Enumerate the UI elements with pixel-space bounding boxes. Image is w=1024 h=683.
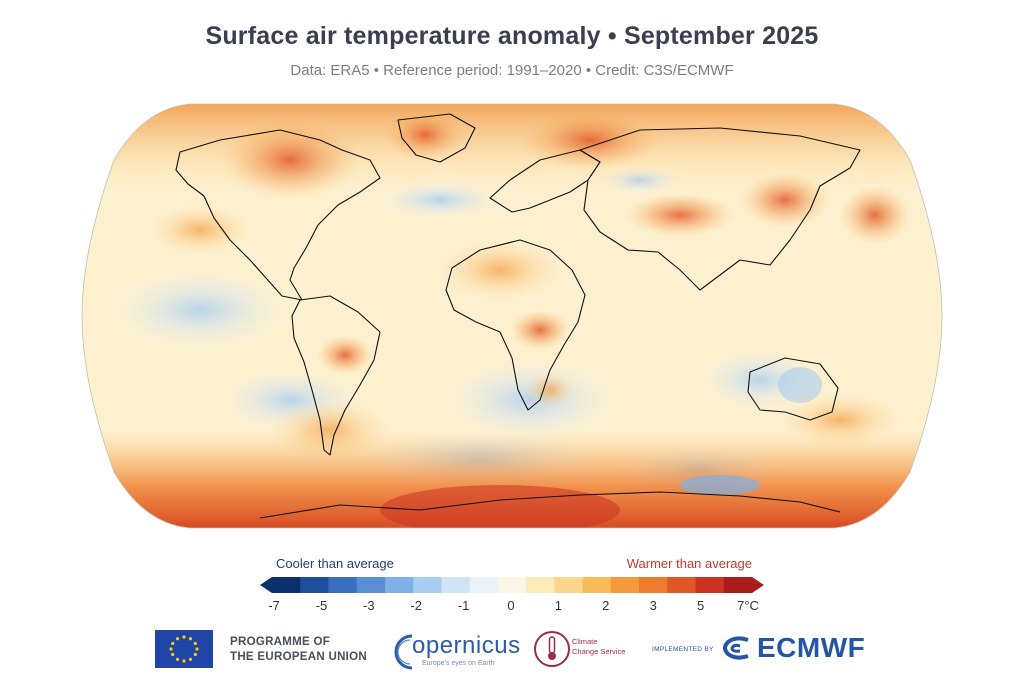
legend-tick-label: 0 [507, 598, 515, 613]
antarctica-outline [259, 491, 841, 519]
legend-tick-label: 5 [696, 598, 705, 613]
legend-tick-label: -7 [268, 598, 280, 613]
legend-color-step [695, 577, 725, 593]
legend-color-step [441, 577, 471, 593]
legend-tick-label: 7°C [737, 598, 759, 613]
legend-color-step [356, 577, 386, 593]
asia-outline [579, 127, 861, 291]
legend-color-step [610, 577, 640, 593]
c3s-thermometer-icon [534, 631, 570, 667]
north-america-outline [175, 129, 381, 301]
copernicus-tagline: Europe's eyes on Earth [422, 660, 495, 667]
africa-outline [445, 239, 586, 411]
south-america-outline [291, 295, 381, 456]
map-title: Surface air temperature anomaly • Septem… [205, 22, 819, 50]
copernicus-c-icon [394, 634, 413, 670]
legend-color-step [384, 577, 414, 593]
anomaly-field [82, 104, 942, 528]
legend-max-arrow [752, 577, 764, 593]
legend-color-step [300, 577, 329, 593]
legend-warm-label: Warmer than average [626, 556, 752, 571]
legend-min-arrow [260, 577, 272, 593]
legend-color-step [639, 577, 668, 593]
legend-tick-label: -5 [315, 598, 328, 613]
legend-tick-label: 1 [554, 598, 563, 613]
c3s-text: Climate Change Service [572, 637, 625, 657]
legend-color-step [554, 577, 584, 593]
coastlines [175, 113, 861, 519]
legend-tick-label: 2 [602, 598, 610, 613]
ecmwf-swirl-icon [723, 636, 749, 660]
eu-stars-icon [169, 635, 199, 663]
legend-tick-label: -1 [457, 598, 470, 613]
legend-tick-label: 3 [649, 598, 657, 613]
eu-flag-icon [155, 630, 213, 668]
eu-programme-text: PROGRAMME OF THE EUROPEAN UNION [230, 635, 367, 665]
australia-outline [747, 357, 839, 421]
globe-outline [81, 103, 943, 529]
c3s-line-1: Climate [572, 637, 598, 646]
footer-logos: PROGRAMME OF THE EUROPEAN UNION opernicu… [0, 620, 1024, 680]
legend-color-step [272, 577, 301, 593]
anomaly-map [80, 100, 944, 532]
legend-color-step [469, 577, 499, 593]
legend-color-step [526, 577, 555, 593]
legend-color-step [328, 577, 358, 593]
copernicus-logo-text: opernicus [412, 632, 521, 659]
legend-tick-label: -2 [410, 598, 422, 613]
implemented-by-label: IMPLEMENTED BY [652, 646, 714, 653]
color-legend: Cooler than average Warmer than average … [250, 552, 774, 622]
legend-colorbar [260, 577, 764, 593]
legend-color-step [413, 577, 442, 593]
legend-color-step [667, 577, 697, 593]
legend-color-step [497, 577, 527, 593]
eu-line-1: PROGRAMME OF [230, 636, 331, 648]
eu-line-2: THE EUROPEAN UNION [230, 651, 368, 663]
legend-color-step [582, 577, 612, 593]
legend-tick-label: -3 [363, 598, 375, 613]
ecmwf-logo-text: ECMWF [757, 632, 866, 663]
world-map-svg [81, 103, 943, 529]
legend-cool-label: Cooler than average [276, 556, 394, 571]
map-subtitle: Data: ERA5 • Reference period: 1991–2020… [290, 62, 734, 79]
c3s-line-2: Change Service [572, 647, 626, 656]
legend-color-step [723, 577, 753, 593]
greenland-outline [397, 113, 476, 163]
